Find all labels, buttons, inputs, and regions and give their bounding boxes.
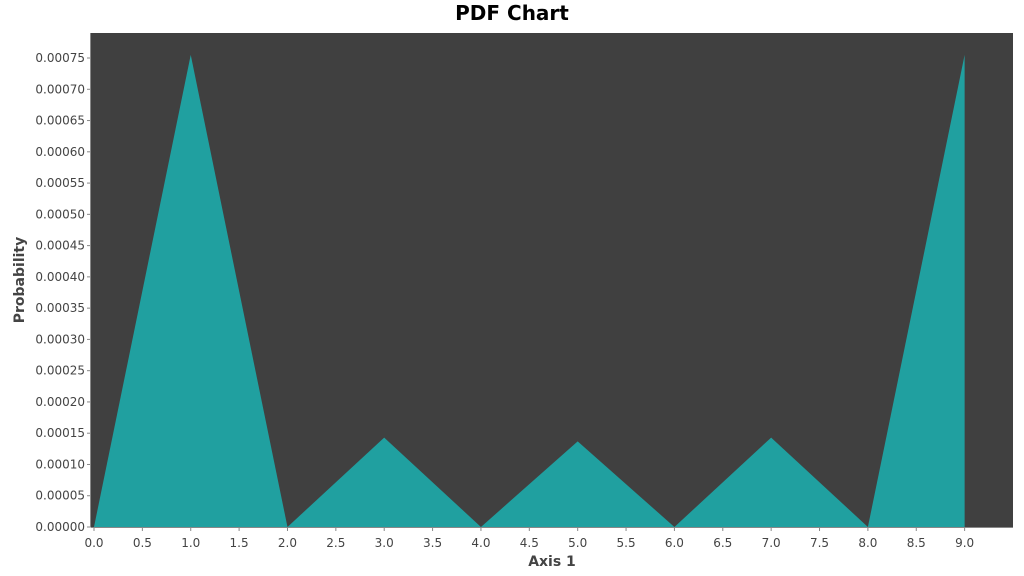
area-series-0 bbox=[94, 54, 965, 527]
y-axis-label: Probability bbox=[12, 237, 28, 324]
x-tick-label: 7.5 bbox=[810, 536, 829, 550]
x-tick-label: 8.0 bbox=[858, 536, 877, 550]
x-tick-label: 0.0 bbox=[84, 536, 103, 550]
x-tick-label: 8.5 bbox=[907, 536, 926, 550]
x-axis-label: Axis 1 bbox=[528, 554, 576, 570]
x-tick-label: 6.0 bbox=[665, 536, 684, 550]
y-tick-label: 0.00040 bbox=[35, 270, 85, 284]
y-tick-label: 0.00045 bbox=[35, 239, 85, 253]
axes-layer: 0.00000 0.00005 0.00010 0.00015 0.00020 0.000… bbox=[35, 33, 1013, 550]
y-tick-label: 0.00020 bbox=[35, 395, 85, 409]
y-tick-label: 0.00055 bbox=[35, 176, 85, 190]
x-tick-label: 3.0 bbox=[375, 536, 394, 550]
y-tick-label: 0.00070 bbox=[35, 82, 85, 96]
series-layer bbox=[94, 54, 965, 527]
y-tick-label: 0.00005 bbox=[35, 489, 85, 503]
x-tick-label: 2.0 bbox=[278, 536, 297, 550]
x-tick-label: 4.5 bbox=[520, 536, 539, 550]
y-tick-label: 0.00065 bbox=[35, 114, 85, 128]
x-tick-label: 5.0 bbox=[568, 536, 587, 550]
x-tick-label: 7.0 bbox=[762, 536, 781, 550]
y-tick-label: 0.00015 bbox=[35, 426, 85, 440]
chart-title: PDF Chart bbox=[455, 1, 569, 25]
y-tick-label: 0.00060 bbox=[35, 145, 85, 159]
y-tick-label: 0.00035 bbox=[35, 301, 85, 315]
y-tick-label: 0.00000 bbox=[35, 520, 85, 534]
x-tick-label: 5.5 bbox=[617, 536, 636, 550]
x-tick-label: 4.0 bbox=[471, 536, 490, 550]
x-tick-label: 9.0 bbox=[955, 536, 974, 550]
y-tick-label: 0.00075 bbox=[35, 51, 85, 65]
x-tick-label: 3.5 bbox=[423, 536, 442, 550]
y-tick-label: 0.00050 bbox=[35, 207, 85, 221]
x-tick-label: 6.5 bbox=[713, 536, 732, 550]
x-tick-label: 1.0 bbox=[181, 536, 200, 550]
y-tick-label: 0.00025 bbox=[35, 364, 85, 378]
x-tick-label: 1.5 bbox=[230, 536, 249, 550]
y-tick-label: 0.00030 bbox=[35, 332, 85, 346]
x-tick-label: 2.5 bbox=[326, 536, 345, 550]
x-tick-label: 0.5 bbox=[133, 536, 152, 550]
y-tick-label: 0.00010 bbox=[35, 457, 85, 471]
